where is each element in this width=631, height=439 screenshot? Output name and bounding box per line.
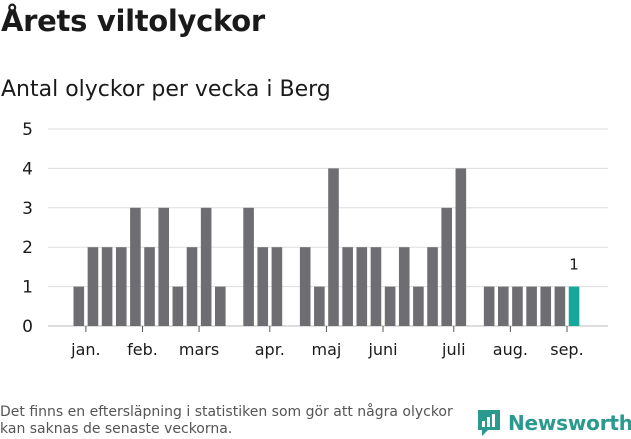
bar [356, 247, 368, 326]
y-tick-label: 3 [22, 199, 33, 219]
chart-subtitle: Antal olyckor per vecka i Berg [1, 77, 331, 102]
bar [73, 286, 85, 326]
x-tick-label: juli [441, 340, 465, 359]
bar [441, 207, 452, 326]
x-tick-label: sep. [550, 340, 583, 359]
bar [455, 168, 467, 326]
y-tick-label: 2 [22, 238, 33, 258]
bar [144, 247, 155, 326]
x-tick-label: juni [367, 340, 397, 359]
bar [498, 286, 509, 326]
footnote: Det finns en eftersläpning i statistiken… [0, 404, 453, 437]
x-tick-label: mars [179, 340, 219, 359]
bar [130, 207, 141, 326]
bar [243, 207, 254, 326]
bar [314, 286, 325, 326]
bar [370, 247, 382, 326]
bar [398, 247, 410, 326]
bar [172, 286, 184, 326]
bar [299, 247, 311, 326]
x-tick-label: jan. [70, 340, 100, 359]
bar [186, 247, 198, 326]
bar [554, 286, 566, 326]
bar [413, 286, 424, 326]
bar [540, 286, 552, 326]
y-tick-label: 5 [22, 120, 33, 140]
bar [158, 207, 169, 326]
bar-chart: 0 1 2 3 4 5 1 jan. feb. mars apr. maj juni juli aug. se… [22, 120, 608, 359]
bar [384, 286, 396, 326]
bar [427, 247, 438, 326]
bar [342, 247, 353, 326]
brand-name: Newsworthy [508, 411, 631, 435]
x-tick-label: apr. [255, 340, 285, 359]
bar [512, 286, 523, 326]
bar [483, 286, 495, 326]
bar [101, 247, 113, 326]
bar [115, 247, 127, 326]
bar [257, 247, 269, 326]
x-tick-label: feb. [127, 340, 158, 359]
bar [271, 247, 283, 326]
x-tick-label: aug. [493, 340, 528, 359]
bar [87, 247, 99, 326]
bar [215, 286, 226, 326]
brand-logo[interactable]: Newsworthy [476, 407, 631, 439]
data-label: 1 [569, 256, 579, 274]
chart-title: Årets viltolyckor [1, 4, 265, 38]
bar [328, 168, 339, 326]
y-tick-label: 4 [22, 159, 33, 179]
highlight-bar [568, 286, 580, 326]
bar [526, 286, 537, 326]
y-tick-label: 1 [22, 278, 33, 298]
x-tick-label: maj [312, 340, 342, 359]
y-tick-label: 0 [22, 317, 33, 337]
bar [200, 207, 212, 326]
newsworthy-logo-icon [478, 410, 500, 436]
